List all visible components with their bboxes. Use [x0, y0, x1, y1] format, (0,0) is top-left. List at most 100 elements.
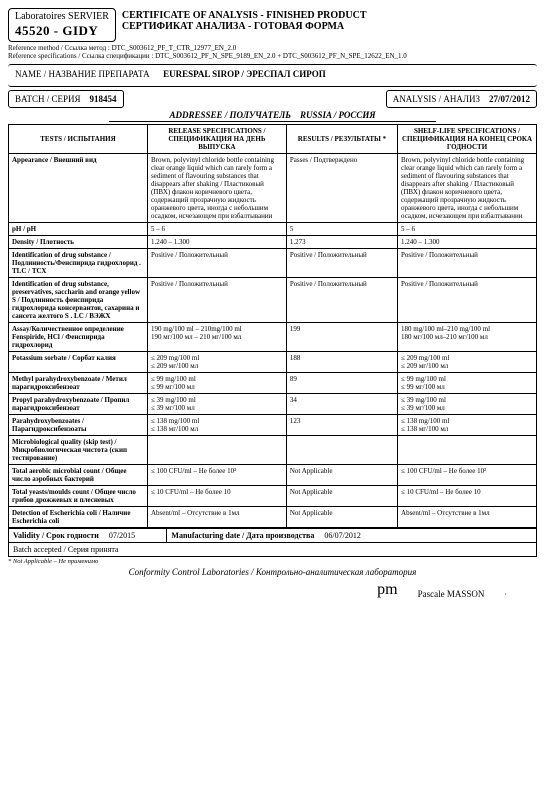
name-value: EURESPAL SIROP / ЭРЕСПАЛ СИРОП [163, 69, 326, 79]
addressee: ADDRESSEE / ПОЛУЧАТЕЛЬ RUSSIA / РОССИЯ [109, 110, 435, 122]
name-label: NAME / НАЗВАНИЕ ПРЕПАРАТА [15, 69, 150, 79]
ref-spec-label: Reference specifications / Ссылка специф… [8, 52, 153, 60]
test-name: Parahydroxybenzoates / Парагидроксибензо… [9, 414, 148, 435]
shelf-spec: Brown, polyvinyl chloride bottle contain… [398, 153, 537, 222]
test-name: Identification of drug substance / Подли… [9, 248, 148, 277]
table-row: Total yeasts/moulds count / Общее число … [9, 485, 537, 506]
ref-method: DTC_S003612_PF_T_CTR_12977_EN_2.0 [112, 44, 237, 52]
batch-box: BATCH / СЕРИЯ 918454 [8, 90, 124, 108]
validity-label: Validity / Срок годности [13, 531, 99, 540]
test-name: pH / pH [9, 222, 148, 235]
release-spec: ≤ 138 mg/100 ml≤ 138 мг/100 мл [147, 414, 286, 435]
release-spec: Brown, polyvinyl chloride bottle contain… [147, 153, 286, 222]
ref-method-label: Reference method / Ссылка метод : [8, 44, 110, 52]
col-results: RESULTS / РЕЗУЛЬТАТЫ * [286, 124, 397, 153]
table-row: Density / Плотность1.240 – 1.3001.2731.2… [9, 235, 537, 248]
result: 5 [286, 222, 397, 235]
signature-mark: pm [377, 581, 397, 599]
cert-ru: СЕРТИФИКАТ АНАЛИЗА - ГОТОВАЯ ФОРМА [122, 21, 367, 32]
table-row: Appearance / Внешний видBrown, polyvinyl… [9, 153, 537, 222]
references: Reference method / Ссылка метод : DTC_S0… [8, 44, 537, 60]
table-header-row: TESTS / ИСПЫТАНИЯ RELEASE SPECIFICATIONS… [9, 124, 537, 153]
lab-box: Laboratoires SERVIER 45520 - GIDY [8, 8, 116, 42]
shelf-spec: ≤ 138 mg/100 ml≤ 138 мг/100 мл [398, 414, 537, 435]
shelf-spec: 1.240 – 1.300 [398, 235, 537, 248]
cert-en: CERTIFICATE OF ANALYSIS - FINISHED PRODU… [122, 10, 367, 21]
result: Positive / Положительный [286, 277, 397, 322]
result [286, 435, 397, 464]
result: 1.273 [286, 235, 397, 248]
result: Not Applicable [286, 485, 397, 506]
validity-value: 07/2015 [109, 531, 135, 540]
name-region: NAME / НАЗВАНИЕ ПРЕПАРАТА EURESPAL SIROP… [8, 64, 537, 87]
release-spec: Positive / Положительный [147, 248, 286, 277]
release-spec: 5 – 6 [147, 222, 286, 235]
test-name: Assay/Количественное определение Fenspir… [9, 322, 148, 351]
table-row: Identification of drug substance, preser… [9, 277, 537, 322]
cert-title: CERTIFICATE OF ANALYSIS - FINISHED PRODU… [122, 8, 367, 32]
table-row: Potassium sorbate / Сорбат калия≤ 209 mg… [9, 351, 537, 372]
result: Not Applicable [286, 506, 397, 527]
addressee-label: ADDRESSEE / ПОЛУЧАТЕЛЬ [169, 110, 291, 120]
result: 188 [286, 351, 397, 372]
release-spec: Absent/ml – Отсутствие в 1мл [147, 506, 286, 527]
mfg-cell: Manufacturing date / Дата производства 0… [167, 528, 537, 542]
table-row: Assay/Количественное определение Fenspir… [9, 322, 537, 351]
shelf-spec: Positive / Положительный [398, 248, 537, 277]
shelf-spec: ≤ 39 mg/100 ml≤ 39 мг/100 мл [398, 393, 537, 414]
ref-spec: DTC_S003612_PF_N_SPE_9189_EN_2.0 + DTC_S… [155, 52, 407, 60]
shelf-spec: ≤ 10 CFU/ml – Не более 10 [398, 485, 537, 506]
table-row: Identification of drug substance / Подли… [9, 248, 537, 277]
col-release: RELEASE SPECIFICATIONS / СПЕЦИФИКАЦИЯ НА… [147, 124, 286, 153]
table-row: Microbiological quality (skip test) / Ми… [9, 435, 537, 464]
doc-header: Laboratoires SERVIER 45520 - GIDY CERTIF… [8, 8, 537, 42]
shelf-spec: ≤ 100 CFU/ml – Не более 10² [398, 464, 537, 485]
result: Passes / Подтверждено [286, 153, 397, 222]
test-name: Total yeasts/moulds count / Общее число … [9, 485, 148, 506]
mfg-value: 06/07/2012 [324, 531, 360, 540]
bottom-table: Validity / Срок годности 07/2015 Manufac… [8, 528, 537, 557]
signer-dash: · [504, 590, 507, 599]
footer-line: Conformity Control Laboratories / Контро… [8, 567, 537, 577]
test-name: Microbiological quality (skip test) / Ми… [9, 435, 148, 464]
shelf-spec [398, 435, 537, 464]
addressee-row: ADDRESSEE / ПОЛУЧАТЕЛЬ RUSSIA / РОССИЯ [8, 110, 537, 120]
release-spec: ≤ 209 mg/100 ml≤ 209 мг/100 мл [147, 351, 286, 372]
test-name: Potassium sorbate / Сорбат калия [9, 351, 148, 372]
table-row: Methyl parahydroxybenzoate / Метил параг… [9, 372, 537, 393]
shelf-spec: Absent/ml – Отсутствие в 1мл [398, 506, 537, 527]
result: 89 [286, 372, 397, 393]
release-spec [147, 435, 286, 464]
footnote: * Not Applicable – Не применимо [8, 558, 537, 565]
result: Not Applicable [286, 464, 397, 485]
test-name: Density / Плотность [9, 235, 148, 248]
result: 123 [286, 414, 397, 435]
table-row: Parahydroxybenzoates / Парагидроксибензо… [9, 414, 537, 435]
mfg-label: Manufacturing date / Дата производства [171, 531, 314, 540]
accepted-cell: Batch accepted / Серия принята [9, 542, 537, 556]
shelf-spec: ≤ 209 mg/100 ml≤ 209 мг/100 мл [398, 351, 537, 372]
shelf-spec: ≤ 99 mg/100 ml≤ 99 мг/100 мл [398, 372, 537, 393]
release-spec: ≤ 10 CFU/ml – Не более 10 [147, 485, 286, 506]
release-spec: 190 mg/100 ml – 210mg/100 ml190 мг/100 м… [147, 322, 286, 351]
test-name: Detection of Escherichia coli / Наличие … [9, 506, 148, 527]
validity-cell: Validity / Срок годности 07/2015 [9, 528, 167, 542]
lab-line1: Laboratoires SERVIER [15, 11, 109, 23]
release-spec: ≤ 100 CFU/ml – Не более 10² [147, 464, 286, 485]
shelf-spec: 180 mg/100 ml–210 mg/100 ml180 мг/100 мл… [398, 322, 537, 351]
table-row: Detection of Escherichia coli / Наличие … [9, 506, 537, 527]
result: Positive / Положительный [286, 248, 397, 277]
batch-value: 918454 [90, 94, 117, 104]
test-name: Methyl parahydroxybenzoate / Метил параг… [9, 372, 148, 393]
col-tests: TESTS / ИСПЫТАНИЯ [9, 124, 148, 153]
test-name: Appearance / Внешний вид [9, 153, 148, 222]
analysis-label: ANALYSIS / АНАЛИЗ [393, 94, 480, 104]
batch-row: BATCH / СЕРИЯ 918454 ANALYSIS / АНАЛИЗ 2… [8, 90, 537, 108]
result: 199 [286, 322, 397, 351]
shelf-spec: Positive / Положительный [398, 277, 537, 322]
lab-line2: 45520 - GIDY [15, 23, 109, 39]
analysis-value: 27/07/2012 [489, 94, 530, 104]
col-shelf: SHELF-LIFE SPECIFICATIONS / СПЕЦИФИКАЦИЯ… [398, 124, 537, 153]
analysis-table: TESTS / ИСПЫТАНИЯ RELEASE SPECIFICATIONS… [8, 124, 537, 528]
table-row: Total aerobic microbial count / Общее чи… [9, 464, 537, 485]
